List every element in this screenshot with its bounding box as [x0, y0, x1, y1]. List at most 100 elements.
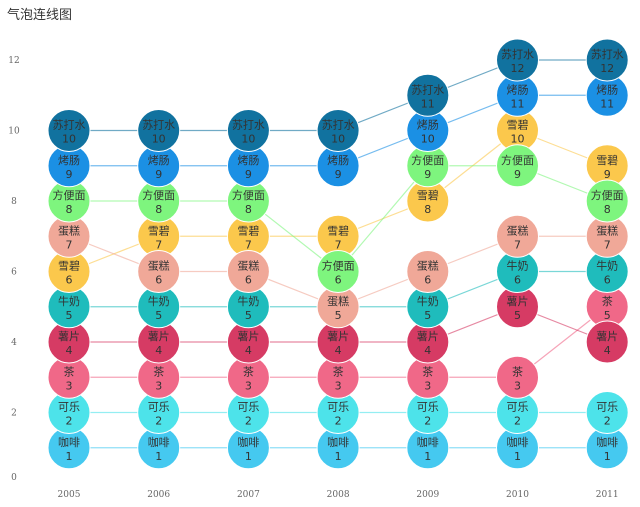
bubble-circle	[585, 179, 629, 223]
bubble-value-label: 6	[335, 274, 342, 287]
bubble-name-label: 薯片	[417, 330, 439, 343]
bubble-value-label: 7	[245, 238, 252, 251]
bubble-circle	[47, 109, 91, 152]
bubble-value-label: 3	[514, 379, 521, 392]
bubble-value-label: 3	[424, 379, 431, 392]
bubble-circle	[585, 391, 629, 434]
bubble-value-label: 5	[514, 309, 521, 322]
bubble-name-label: 可乐	[417, 401, 439, 414]
bubble-name-label: 可乐	[507, 401, 529, 414]
bubble: 牛奶5	[226, 285, 270, 329]
bubble-name-label: 可乐	[58, 401, 80, 414]
bubble: 蛋糕7	[496, 214, 539, 258]
bubble-name-label: 咖啡	[148, 435, 170, 449]
bubble: 烤肠9	[226, 144, 270, 188]
bubble-name-label: 可乐	[148, 401, 170, 414]
bubble-value-label: 9	[424, 168, 431, 181]
bubble: 咖啡1	[47, 426, 91, 470]
bubble-value-label: 3	[245, 379, 252, 392]
bubble-name-label: 方便面	[501, 153, 534, 167]
bubble-name-label: 烤肠	[327, 153, 349, 167]
bubble-name-label: 烤肠	[596, 82, 618, 96]
bubble-circle	[496, 214, 539, 258]
bubble-name-label: 蛋糕	[327, 294, 349, 308]
bubble-value-label: 8	[155, 203, 162, 216]
bubble-name-label: 薯片	[327, 330, 349, 343]
bubble-name-label: 茶	[602, 295, 613, 308]
bubble-value-label: 6	[604, 274, 611, 287]
bubble-name-label: 蛋糕	[507, 223, 529, 237]
bubble-name-label: 茶	[422, 365, 433, 378]
bubble-circle	[226, 250, 270, 293]
bubble-value-label: 4	[335, 344, 342, 357]
bubble-name-label: 茶	[333, 365, 344, 378]
bubble-name-label: 咖啡	[417, 435, 439, 449]
bubble: 咖啡1	[226, 426, 270, 470]
bubble-value-label: 2	[66, 415, 73, 428]
bubble-value-label: 6	[245, 274, 252, 287]
bubble-value-label: 3	[335, 379, 342, 392]
y-tick-label: 12	[8, 56, 19, 66]
bubble-value-label: 5	[335, 309, 342, 322]
bubble-value-label: 6	[66, 274, 73, 287]
bubble-value-label: 3	[155, 379, 162, 392]
bubble-circle	[496, 38, 539, 82]
bubble-name-label: 薯片	[237, 330, 259, 343]
bubble-name-label: 薯片	[507, 295, 529, 308]
bubble-name-label: 茶	[243, 365, 254, 378]
bubble-name-label: 烤肠	[417, 118, 439, 132]
bubble: 牛奶6	[496, 250, 539, 293]
bubble-circle	[316, 250, 360, 293]
bubble-circle	[137, 109, 181, 152]
bubble: 薯片4	[406, 320, 450, 364]
bubble: 雪碧8	[406, 179, 450, 223]
bubble: 茶3	[316, 355, 360, 399]
y-tick-label: 2	[11, 409, 17, 419]
bubble-name-label: 牛奶	[237, 294, 259, 308]
bubble: 咖啡1	[585, 426, 629, 470]
bubble: 薯片4	[316, 320, 360, 364]
bubble-name-label: 蛋糕	[237, 259, 259, 273]
bubble: 蛋糕6	[137, 250, 181, 293]
y-tick-label: 0	[11, 473, 17, 483]
bubble-circle	[137, 250, 181, 293]
bubble-value-label: 9	[335, 168, 342, 181]
bubble-value-label: 2	[335, 415, 342, 428]
bubble-name-label: 蛋糕	[417, 259, 439, 273]
bubble-name-label: 牛奶	[417, 294, 439, 308]
bubble-value-label: 1	[514, 450, 521, 463]
bubble-value-label: 11	[600, 97, 614, 110]
bubble-value-label: 7	[604, 238, 611, 251]
bubble-name-label: 牛奶	[507, 259, 529, 273]
bubble-value-label: 5	[245, 309, 252, 322]
bubble-circle	[406, 73, 450, 117]
bubble-value-label: 2	[155, 415, 162, 428]
bubble-value-label: 5	[66, 309, 73, 322]
bubble: 蛋糕5	[316, 285, 360, 329]
bubble-name-label: 可乐	[596, 401, 618, 414]
bubble-name-label: 苏打水	[53, 118, 86, 132]
bubble: 牛奶5	[137, 285, 181, 329]
y-tick-label: 8	[11, 197, 17, 207]
bubble-name-label: 雪碧	[596, 154, 618, 167]
bubble-name-label: 方便面	[142, 188, 175, 202]
chart-title: 气泡连线图	[7, 8, 73, 23]
bubble-value-label: 7	[514, 238, 521, 251]
bubble: 薯片4	[226, 320, 270, 364]
bubble: 可乐2	[226, 391, 270, 434]
bubble-name-label: 苏打水	[591, 47, 624, 61]
bubble-value-label: 10	[421, 133, 435, 146]
bubble-name-label: 苏打水	[411, 82, 444, 96]
bubble-value-label: 2	[604, 415, 611, 428]
bubble-value-label: 8	[424, 203, 431, 216]
bubble: 牛奶5	[406, 285, 450, 329]
bubble-name-label: 雪碧	[417, 189, 439, 202]
bubble-value-label: 10	[241, 133, 255, 146]
bubble-name-label: 雪碧	[237, 224, 259, 237]
